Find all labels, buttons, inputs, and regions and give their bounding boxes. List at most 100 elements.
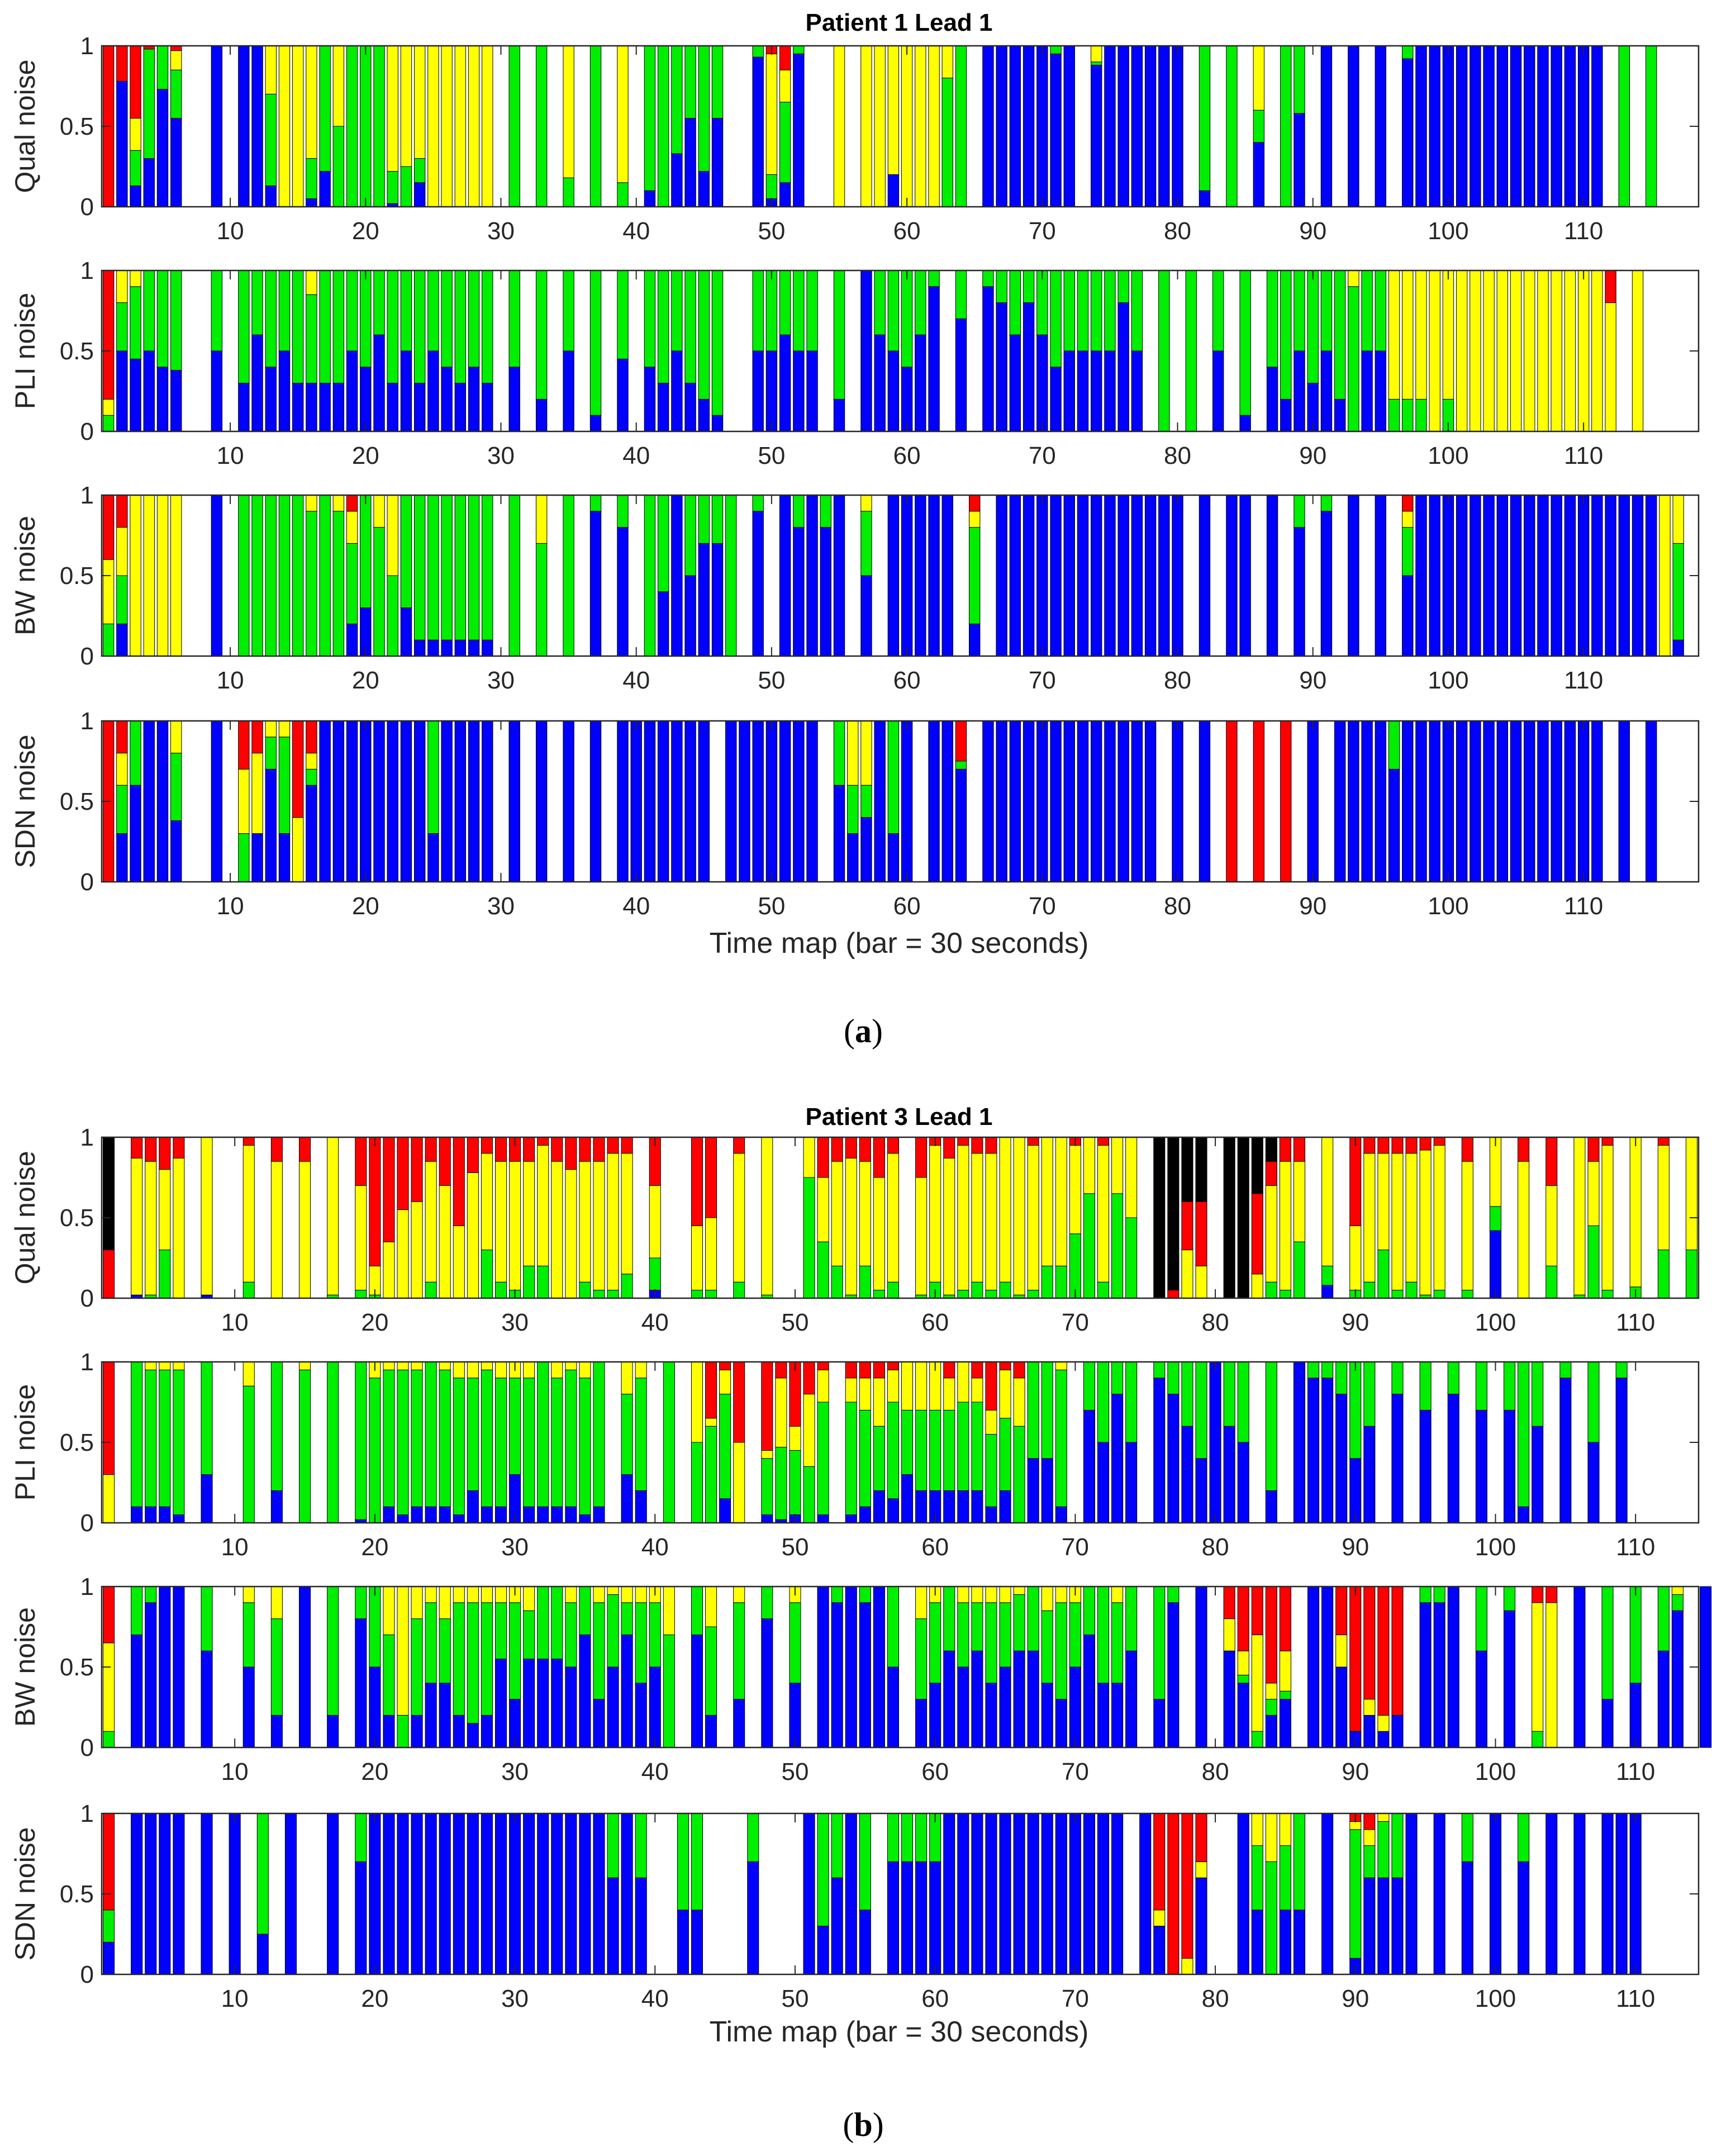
figure-b-sdn-bar-52-green bbox=[817, 1813, 829, 1927]
figure-b-bw-bar-85-blue bbox=[1279, 1699, 1291, 1748]
figure-a-pli-xtick-label: 10 bbox=[217, 442, 244, 469]
figure-b-bw-bar-66-blue bbox=[1013, 1650, 1025, 1748]
figure-b-bw-bar-82-red bbox=[1237, 1586, 1249, 1651]
figure-a-bw-bar-33-green bbox=[535, 543, 548, 657]
figure-a-bw-bar-53-blue bbox=[806, 495, 818, 657]
figure-a-bw-bar-57-green bbox=[860, 511, 872, 576]
figure-a-sdn-bar-56-yellow bbox=[847, 720, 859, 786]
figure-b-qual-bar-35-green bbox=[579, 1281, 591, 1299]
figure-a-sdn-bar-86-red bbox=[1253, 720, 1265, 882]
figure-b-sdn-bar-78-red bbox=[1181, 1813, 1193, 1959]
figure-a-qual-bar-6-blue bbox=[170, 118, 182, 207]
figure-a-bw-bar-37-blue bbox=[589, 511, 602, 657]
figure-b-sdn-bar-14-blue bbox=[284, 1813, 297, 1975]
figure-a-sdn-bar-68-blue bbox=[1009, 720, 1021, 882]
figure-b-sdn-bar-86-blue bbox=[1293, 1910, 1306, 1975]
figure-a-sdn-bar-23-blue bbox=[400, 720, 412, 882]
figure-b-bw-xtick-label: 40 bbox=[641, 1758, 669, 1785]
figure-a-qual-bar-74-blue bbox=[1091, 65, 1102, 207]
figure-a-pli-bar-94-green bbox=[1361, 270, 1373, 352]
figure-b-sdn-bar-32-blue bbox=[537, 1813, 549, 1975]
figure-b-bw-bar-83-green bbox=[1251, 1731, 1263, 1748]
figure-b-pli-bar-69-yellow bbox=[1055, 1361, 1067, 1370]
figure-a-qual-bar-63-yellow bbox=[941, 45, 953, 79]
figure-a-pli-bar-55-blue bbox=[833, 398, 845, 432]
figure-a-qual-xtick-label: 80 bbox=[1164, 217, 1191, 245]
figure-b-bw-bar-101-green bbox=[1504, 1586, 1516, 1611]
figure-a-qual-bar-28-yellow bbox=[468, 45, 480, 207]
figure-b-bw-bar-77-green bbox=[1167, 1586, 1180, 1603]
figure-a-pli-bar-69-green bbox=[1023, 270, 1035, 303]
figure-a-pli-bar-52-green bbox=[793, 270, 805, 352]
figure-a-bw-bar-59-blue bbox=[887, 495, 900, 657]
figure-a-sdn-bar-70-blue bbox=[1036, 720, 1048, 882]
figure-a-bw-bar-29-green bbox=[482, 495, 493, 640]
figure-a-pli-bar-16-yellow bbox=[306, 270, 317, 295]
figure-b-sdn-xtick-label: 10 bbox=[221, 1985, 249, 2012]
figure-b-pli-bar-29-blue bbox=[494, 1506, 507, 1523]
figure-b-bw-bar-113-yellow bbox=[1671, 1586, 1684, 1595]
figure-a-sdn-bar-57-yellow bbox=[860, 720, 872, 786]
figure-b-pli-bar-90-blue bbox=[1349, 1458, 1362, 1523]
figure-b-pli-bar-64-yellow bbox=[985, 1409, 997, 1435]
figure-b-pli-bar-43-yellow bbox=[691, 1361, 703, 1443]
figure-b-qual-bar-73-yellow bbox=[1111, 1137, 1124, 1194]
figure-a-sdn-bar-33-blue bbox=[535, 720, 548, 882]
figure-a-pli-bar-98-yellow bbox=[1415, 270, 1427, 400]
figure-b-qual-bar-94-red bbox=[1405, 1137, 1418, 1154]
figure-a-sdn-bar-13-blue bbox=[265, 768, 277, 882]
figure-a-bw-bar-65-green bbox=[969, 527, 981, 624]
figure-a-pli-bar-16-green bbox=[306, 294, 317, 384]
figure-b-pli-bar-38-blue bbox=[621, 1474, 633, 1523]
figure-b-qual-bar-86-yellow bbox=[1293, 1161, 1306, 1242]
figure-b-sdn-bar-35-blue bbox=[579, 1813, 591, 1975]
figure-b-pli-bar-54-yellow bbox=[845, 1378, 857, 1403]
figure-a-qual-bar-50-yellow bbox=[765, 53, 778, 175]
figure-b-qual-bar-57-yellow bbox=[887, 1153, 899, 1283]
figure-a-qual-bar-19-green bbox=[346, 45, 358, 207]
figure-a-sdn-bar-3-green bbox=[130, 720, 141, 786]
figure-b-pli-bar-55-yellow bbox=[859, 1378, 871, 1411]
figure-b-sdn-bar-85-blue bbox=[1279, 1910, 1291, 1975]
figure-a-bw-bar-12-green bbox=[251, 495, 263, 657]
figure-b-pli-bar-27-yellow bbox=[467, 1361, 479, 1379]
figure-a-sdn-bar-39-blue bbox=[617, 720, 629, 882]
figure-b-sdn-bar-59-blue bbox=[915, 1861, 928, 1975]
figure-a-sdn-bar-12-blue bbox=[251, 833, 263, 882]
figure-a-pli-bar-33-blue bbox=[535, 398, 548, 432]
figure-a-sdn-bar-64-red bbox=[955, 720, 967, 762]
figure-a-qual-bar-49-green bbox=[752, 45, 764, 58]
figure-a-pli-bar-49-blue bbox=[752, 350, 764, 432]
figure-b-pli-bar-101-green bbox=[1504, 1361, 1516, 1411]
figure-b-qual-bar-19-red bbox=[355, 1137, 367, 1186]
figure-a-sdn-bar-64-green bbox=[955, 761, 967, 770]
figure-b-bw-bar-113-blue bbox=[1671, 1610, 1684, 1748]
figure-b-pli-bar-44-green bbox=[705, 1426, 717, 1523]
figure-b-pli-bar-3-blue bbox=[131, 1506, 143, 1523]
figure-b-qual-bar-67-green bbox=[1027, 1290, 1039, 1299]
figure-a-qual-bar-16-green bbox=[306, 158, 317, 200]
figure-a-pli-bar-71-blue bbox=[1050, 367, 1062, 432]
figure-b-pli-bar-33-yellow bbox=[551, 1361, 563, 1379]
figure-a-sdn-bar-69-blue bbox=[1023, 720, 1035, 882]
figure-a-sdn-bar-2-red bbox=[116, 720, 128, 754]
figure-b-pli-bar-72-blue bbox=[1097, 1442, 1110, 1523]
figure-b-qual-bar-108-yellow bbox=[1601, 1145, 1614, 1291]
figure-b-qual-bar-110-yellow bbox=[1629, 1137, 1642, 1288]
figure-b-pli-bar-93-blue bbox=[1391, 1394, 1404, 1523]
figure-a-sdn-bar-75-blue bbox=[1104, 720, 1116, 882]
figure-b-bw-bar-39-green bbox=[635, 1602, 647, 1684]
figure-a-pli-bar-25-green bbox=[427, 270, 439, 352]
figure-b-qual-bar-112-yellow bbox=[1657, 1145, 1670, 1251]
figure-a-pli-bar-31-green bbox=[508, 270, 520, 368]
figure-a-qual-bar-82-green bbox=[1199, 45, 1211, 191]
figure-b-qual-bar-92-green bbox=[1377, 1250, 1390, 1299]
figure-a-pli-bar-2-green bbox=[116, 302, 128, 352]
figure-a-sdn-bar-106-blue bbox=[1524, 720, 1535, 882]
figure-a-sdn-bar-18-blue bbox=[332, 720, 345, 882]
figure-b-bw-bar-37-yellow bbox=[607, 1586, 619, 1595]
figure-b-sdn-bar-27-blue bbox=[467, 1813, 479, 1975]
figure-a-pli-bar-41-green bbox=[644, 270, 656, 368]
figure-a-sdn-bar-63-blue bbox=[941, 720, 953, 882]
figure-b-sdn-bar-91-blue bbox=[1363, 1877, 1376, 1975]
